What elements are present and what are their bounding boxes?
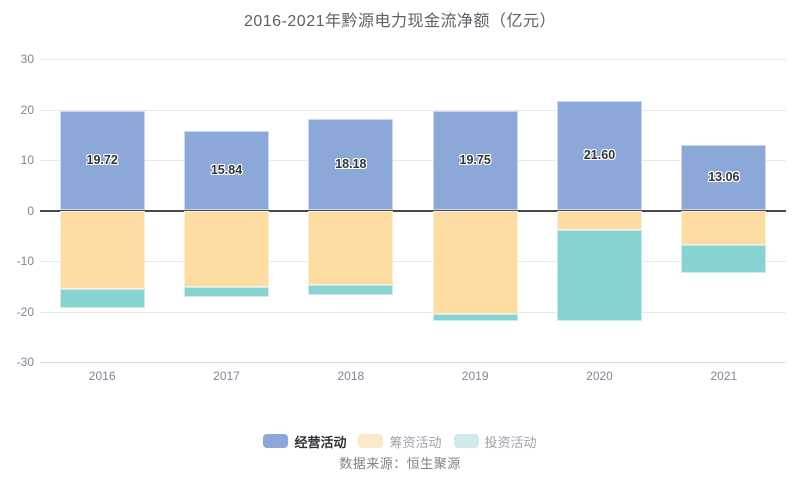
bar-value-label: 19.75 — [459, 152, 491, 167]
bar-segment[interactable] — [184, 210, 269, 287]
bar-segment[interactable] — [681, 144, 767, 211]
bar-value-label: 18.18 — [335, 156, 367, 171]
legend-swatch-icon — [358, 434, 384, 448]
bar-segment[interactable] — [184, 286, 269, 297]
bar-segment[interactable] — [557, 210, 642, 230]
y-axis-tick: 30 — [20, 52, 34, 66]
zero-line — [40, 210, 786, 212]
y-axis-tick: 10 — [20, 153, 34, 167]
bar-value-label: 15.84 — [210, 162, 243, 177]
data-source: 数据来源：恒生聚源 — [339, 456, 461, 471]
gridline — [40, 109, 786, 111]
legend-label: 投资活动 — [484, 434, 537, 450]
legend-label: 筹资活动 — [389, 434, 442, 450]
bar-value-label: 13.06 — [708, 169, 740, 184]
legend-item[interactable]: 投资活动 — [453, 432, 537, 451]
y-axis-tick: -20 — [16, 304, 34, 319]
legend-item[interactable]: 经营活动 — [263, 432, 346, 451]
bar-segment[interactable] — [59, 289, 145, 309]
bar-segment[interactable] — [308, 210, 394, 286]
bar-segment[interactable] — [557, 229, 642, 321]
bar-segment[interactable] — [184, 130, 269, 211]
bar-segment[interactable] — [681, 210, 767, 246]
gridline — [40, 362, 786, 363]
y-axis-tick: 20 — [20, 102, 34, 117]
gridline — [40, 59, 786, 60]
bar-segment[interactable] — [308, 285, 394, 295]
y-axis-tick: -10 — [16, 254, 34, 268]
bar-value-label: 19.72 — [86, 152, 118, 167]
gridline — [40, 160, 786, 161]
bar-segment[interactable] — [59, 210, 145, 290]
x-axis-tick: 2021 — [710, 369, 738, 383]
legend-swatch-icon — [453, 434, 479, 448]
gridline — [40, 261, 786, 262]
bar-value-label: 21.60 — [583, 147, 616, 162]
chart-title: 2016-2021年黔源电力现金流净额（亿元） — [243, 13, 557, 30]
x-axis-tick: 2018 — [337, 369, 365, 383]
y-axis-tick: -30 — [16, 355, 34, 369]
bar-segment[interactable] — [308, 118, 394, 211]
y-axis-tick: 0 — [27, 203, 34, 218]
legend-swatch-icon — [263, 434, 289, 448]
bar-segment[interactable] — [432, 210, 518, 314]
bar-segment[interactable] — [432, 110, 518, 211]
x-axis-tick: 2016 — [88, 369, 116, 383]
legend: 经营活动 筹资活动 投资活动 — [0, 432, 800, 450]
bar-segment[interactable] — [59, 110, 145, 211]
legend-label: 经营活动 — [294, 434, 347, 450]
bar-segment[interactable] — [432, 313, 518, 321]
bar-segment[interactable] — [681, 245, 767, 273]
x-axis-tick: 2020 — [586, 369, 613, 383]
bar-segment[interactable] — [557, 101, 642, 211]
x-axis-tick: 2019 — [461, 369, 489, 383]
legend-item[interactable]: 筹资活动 — [358, 432, 442, 451]
x-axis-tick: 2017 — [213, 369, 240, 383]
gridline — [40, 311, 786, 313]
